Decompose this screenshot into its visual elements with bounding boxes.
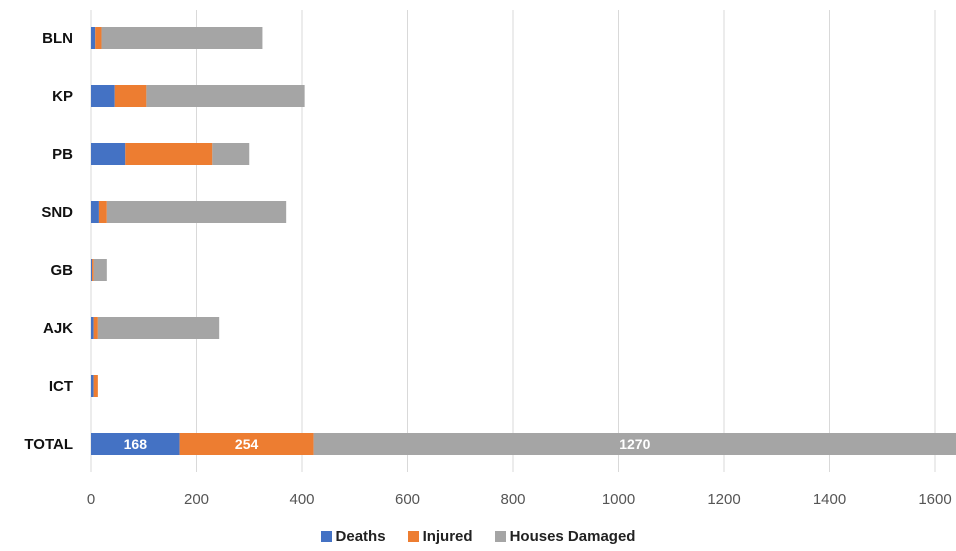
legend-item-deaths: Deaths	[320, 528, 386, 545]
legend-swatch-deaths	[320, 531, 332, 542]
category-label-snd: SND	[41, 204, 73, 221]
legend-label-injured: Injured	[422, 528, 473, 545]
category-label-pb: PB	[52, 146, 73, 163]
bar-total-houses-damaged	[313, 433, 956, 455]
data-label-total-deaths: 168	[124, 436, 148, 452]
x-tick-1000: 1000	[602, 491, 635, 508]
x-tick-400: 400	[289, 491, 314, 508]
bar-snd-houses-damaged	[106, 201, 287, 223]
bar-ajk-houses-damaged	[97, 317, 220, 339]
x-tick-1400: 1400	[813, 491, 846, 508]
x-tick-600: 600	[395, 491, 420, 508]
category-label-bln: BLN	[42, 30, 73, 47]
stacked-bar-chart: BLN KP PB SND GB AJK ICT TOTAL 0 200 400 600 800 100…	[24, 10, 956, 508]
bar-gb-injured	[92, 259, 94, 281]
bar-bln-injured	[95, 27, 102, 49]
bar-bln-deaths	[91, 27, 96, 49]
legend-swatch-injured	[407, 531, 419, 542]
data-labels: 168 254 1270	[124, 436, 651, 452]
bar-ict-deaths	[91, 375, 94, 397]
x-tick-0: 0	[87, 491, 95, 508]
category-label-ajk: AJK	[43, 320, 73, 337]
bar-pb-injured	[125, 143, 213, 165]
legend: Deaths Injured Houses Damaged	[0, 528, 956, 545]
bar-pb-deaths	[91, 143, 126, 165]
bar-gb-houses-damaged	[93, 259, 107, 281]
bar-gb-deaths	[91, 259, 93, 281]
x-tick-200: 200	[184, 491, 209, 508]
bar-total-deaths	[91, 433, 180, 455]
bar-bln-houses-damaged	[101, 27, 263, 49]
bars	[91, 27, 956, 455]
bar-total-injured	[179, 433, 314, 455]
bar-snd-deaths	[91, 201, 99, 223]
category-label-kp: KP	[52, 88, 73, 105]
category-label-gb: GB	[51, 262, 74, 279]
legend-label-deaths: Deaths	[335, 528, 386, 545]
x-tick-labels: 0 200 400 600 800 1000 1200 1400 1600	[87, 491, 952, 508]
gridlines	[90, 10, 936, 472]
bar-pb-houses-damaged	[212, 143, 250, 165]
legend-swatch-houses-damaged	[494, 531, 506, 542]
bar-ict-injured	[93, 375, 98, 397]
legend-item-injured: Injured	[407, 528, 473, 545]
bar-ajk-deaths	[91, 317, 94, 339]
x-tick-1200: 1200	[707, 491, 740, 508]
bar-kp-houses-damaged	[146, 85, 305, 107]
bar-ajk-injured	[93, 317, 98, 339]
x-tick-1600: 1600	[918, 491, 951, 508]
data-label-total-injured: 254	[235, 436, 259, 452]
category-labels: BLN KP PB SND GB AJK ICT TOTAL	[24, 30, 73, 453]
bar-snd-injured	[98, 201, 107, 223]
x-tick-800: 800	[500, 491, 525, 508]
bar-kp-deaths	[91, 85, 115, 107]
bar-kp-injured	[114, 85, 147, 107]
data-label-total-houses-damaged: 1270	[619, 436, 650, 452]
category-label-total: TOTAL	[24, 436, 73, 453]
legend-label-houses-damaged: Houses Damaged	[509, 528, 636, 545]
legend-item-houses-damaged: Houses Damaged	[494, 528, 636, 545]
category-label-ict: ICT	[49, 378, 73, 395]
